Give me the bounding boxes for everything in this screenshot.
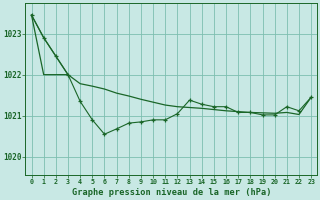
X-axis label: Graphe pression niveau de la mer (hPa): Graphe pression niveau de la mer (hPa) <box>72 188 271 197</box>
